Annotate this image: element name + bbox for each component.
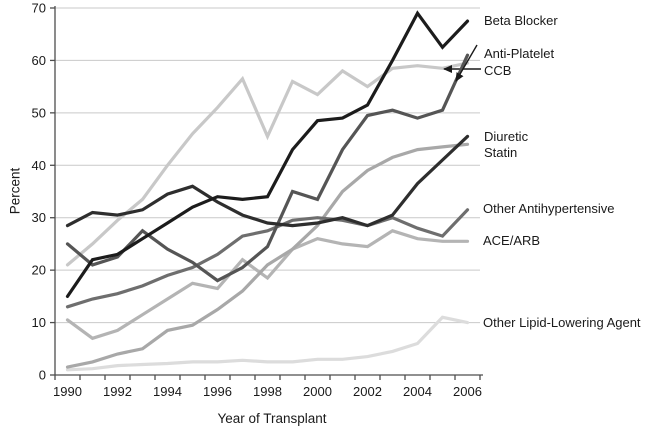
series-label-ace-arb: ACE/ARB bbox=[483, 233, 540, 248]
y-tick-label-20: 20 bbox=[32, 263, 46, 278]
series-label-beta-blocker: Beta Blocker bbox=[484, 13, 558, 28]
series-line-ccb bbox=[65, 61, 470, 267]
x-tick-label-1992: 1992 bbox=[103, 384, 132, 399]
series-line-statin bbox=[65, 142, 470, 369]
y-tick-label-50: 50 bbox=[32, 105, 46, 120]
series-line-other-lipid-lowering-agent bbox=[65, 315, 470, 372]
y-tick-label-30: 30 bbox=[32, 210, 46, 225]
x-tick-label-2000: 2000 bbox=[303, 384, 332, 399]
y-axis-title: Percent bbox=[7, 167, 23, 215]
series-line-diuretic bbox=[65, 134, 470, 228]
series-label-anti-platelet: Anti-Platelet bbox=[484, 46, 554, 61]
annotation-arrow-anti-platelet bbox=[455, 44, 478, 82]
x-tick-label-1996: 1996 bbox=[203, 384, 232, 399]
x-tick-label-2002: 2002 bbox=[353, 384, 382, 399]
x-tick-label-2006: 2006 bbox=[453, 384, 482, 399]
y-tick-label-0: 0 bbox=[39, 368, 46, 383]
series-label-ccb: CCB bbox=[484, 63, 511, 78]
y-tick-label-60: 60 bbox=[32, 53, 46, 68]
series-line-beta-blocker bbox=[65, 10, 470, 298]
x-tick-label-2004: 2004 bbox=[403, 384, 432, 399]
y-tick-label-10: 10 bbox=[32, 315, 46, 330]
series-line-anti-platelet bbox=[65, 53, 470, 283]
y-tick-label-40: 40 bbox=[32, 158, 46, 173]
series-label-statin: Statin bbox=[484, 145, 517, 160]
series-line-other-antihypertensive bbox=[65, 208, 470, 309]
series-label-other-lipid-lowering-agent: Other Lipid-Lowering Agent bbox=[483, 315, 641, 330]
series-line-ace-arb bbox=[65, 229, 470, 341]
series-label-diuretic: Diuretic bbox=[484, 129, 529, 144]
y-tick-label-70: 70 bbox=[32, 1, 46, 16]
series-label-other-antihypertensive: Other Antihypertensive bbox=[483, 201, 615, 216]
x-tick-label-1994: 1994 bbox=[153, 384, 182, 399]
x-tick-label-1990: 1990 bbox=[53, 384, 82, 399]
x-tick-label-1998: 1998 bbox=[253, 384, 282, 399]
x-axis-title: Year of Transplant bbox=[217, 411, 327, 426]
